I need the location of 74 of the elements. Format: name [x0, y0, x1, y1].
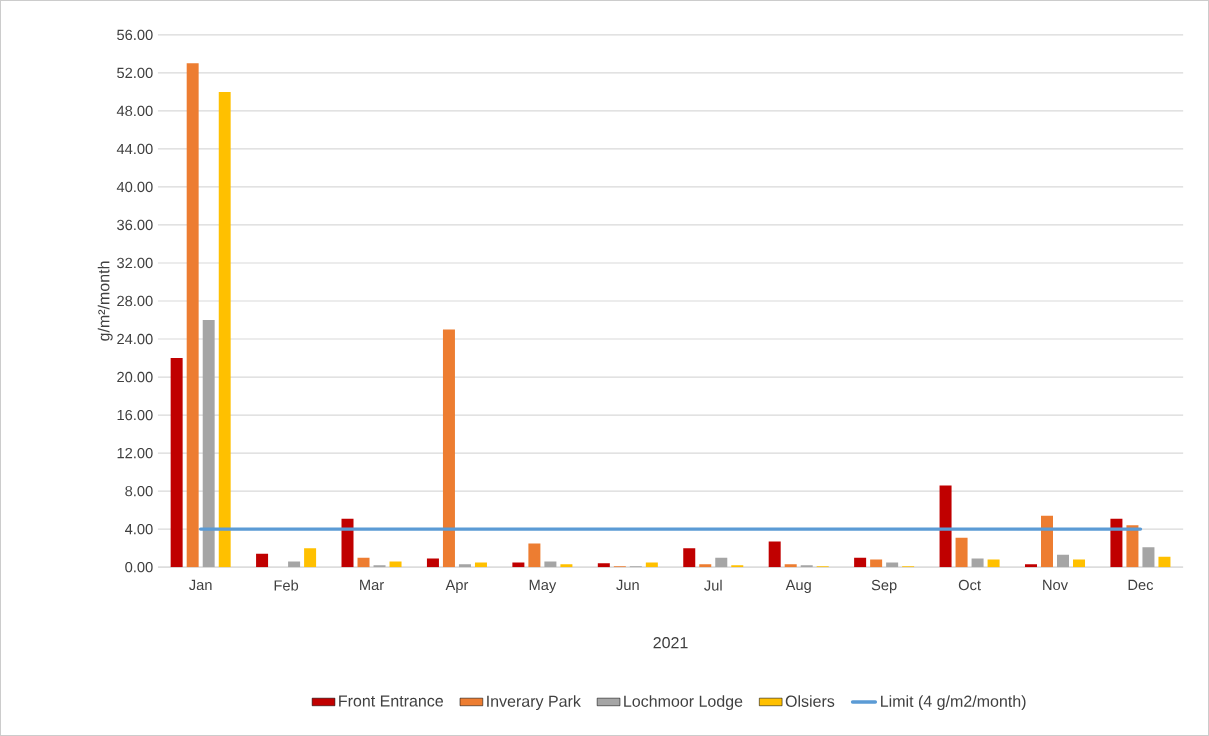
- legend-label: Limit (4 g/m2/month): [881, 695, 1026, 711]
- bar: [341, 518, 354, 568]
- bar: [939, 485, 952, 568]
- y-tick-label: 32.00: [117, 257, 153, 269]
- legend-label: Inverary Park: [487, 695, 581, 711]
- x-tick-label: Apr: [445, 579, 469, 593]
- bar: [202, 319, 215, 568]
- x-tick-label: Oct: [958, 579, 981, 591]
- x-tick-label: Dec: [1128, 579, 1154, 591]
- x-tick-label: Jun: [616, 579, 639, 591]
- y-tick-label: 52.00: [117, 67, 153, 79]
- x-tick-label: Sep: [871, 579, 897, 594]
- y-tick-label: 48.00: [116, 105, 153, 117]
- x-tick-label: Feb: [274, 579, 299, 591]
- x-tick-label: Mar: [360, 579, 384, 591]
- bar: [683, 548, 696, 568]
- y-tick-label: 24.00: [117, 333, 153, 345]
- bar: [597, 563, 610, 568]
- bar: [1073, 559, 1086, 568]
- y-tick-label: 44.00: [116, 143, 153, 155]
- bar: [389, 561, 402, 568]
- bar: [442, 329, 455, 568]
- y-tick-label: 20.00: [117, 371, 153, 383]
- bar: [288, 561, 301, 568]
- bar: [854, 557, 867, 568]
- y-tick-label: 0.00: [125, 561, 153, 573]
- y-tick-label: 4.00: [124, 523, 153, 535]
- bar: [784, 564, 797, 568]
- bar: [699, 564, 712, 568]
- bar: [426, 558, 439, 568]
- x-axis-title: 2021: [653, 636, 688, 649]
- bar: [186, 63, 199, 568]
- bar: [715, 557, 728, 568]
- legend-label: Front Entrance: [339, 695, 443, 707]
- bar: [304, 548, 317, 568]
- bar: [645, 562, 658, 568]
- x-tick-label: May: [529, 579, 557, 593]
- bar: [886, 562, 899, 568]
- y-tick-label: 12.00: [117, 447, 153, 459]
- y-tick-label: 40.00: [116, 181, 153, 193]
- bar: [458, 564, 471, 568]
- bar: [955, 537, 968, 568]
- bar: [474, 562, 487, 568]
- x-tick-label: Jan: [189, 579, 212, 591]
- bar: [560, 564, 573, 568]
- y-tick-label: 56.00: [117, 29, 153, 41]
- bar: [544, 561, 557, 568]
- bar: [357, 557, 370, 568]
- y-tick-label: 8.00: [125, 485, 153, 497]
- bar: [218, 91, 231, 568]
- bar: [256, 553, 269, 568]
- y-tick-label: 28.00: [117, 295, 153, 307]
- bar: [1158, 556, 1171, 568]
- bar: [170, 357, 183, 568]
- bar: [1126, 525, 1139, 568]
- bar: [870, 559, 883, 568]
- legend-label: Lochmoor Lodge: [624, 695, 743, 711]
- y-axis-title: g/m²/month: [97, 261, 113, 341]
- x-tick-label: Aug: [785, 579, 811, 593]
- legend-label: Olsiers: [785, 695, 835, 707]
- bar: [1024, 564, 1037, 568]
- bar: [1041, 515, 1053, 568]
- bar: [1142, 547, 1155, 568]
- bar: [768, 541, 781, 568]
- x-tick-label: Jul: [704, 579, 722, 591]
- bar: [512, 562, 525, 568]
- bar: [971, 558, 984, 568]
- bar: [528, 543, 541, 568]
- y-tick-label: 16.00: [117, 409, 153, 421]
- x-tick-label: Nov: [1043, 579, 1068, 591]
- bar: [1057, 554, 1070, 568]
- bar: [1110, 518, 1123, 568]
- y-tick-label: 36.00: [117, 219, 153, 231]
- bar: [987, 559, 1000, 568]
